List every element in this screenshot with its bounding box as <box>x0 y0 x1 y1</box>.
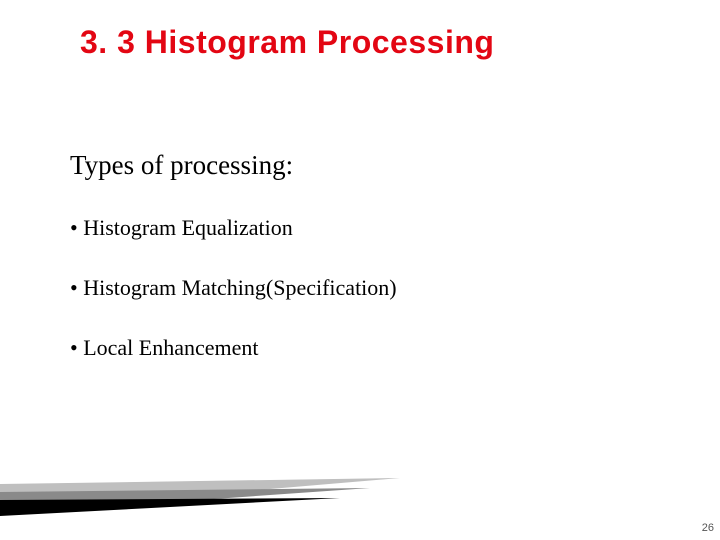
swoosh-layer-dark <box>0 498 340 516</box>
bullet-list: • Histogram Equalization • Histogram Mat… <box>70 215 397 395</box>
slide-subtitle: Types of processing: <box>70 150 293 181</box>
swoosh-layer-mid <box>0 488 370 514</box>
page-number: 26 <box>702 522 714 534</box>
decorative-swoosh <box>0 458 420 518</box>
list-item: • Histogram Matching(Specification) <box>70 275 397 301</box>
swoosh-layer-light <box>0 478 400 512</box>
slide: 3. 3 Histogram Processing Types of proce… <box>0 0 720 540</box>
list-item: • Local Enhancement <box>70 335 397 361</box>
list-item: • Histogram Equalization <box>70 215 397 241</box>
slide-title: 3. 3 Histogram Processing <box>80 24 494 61</box>
